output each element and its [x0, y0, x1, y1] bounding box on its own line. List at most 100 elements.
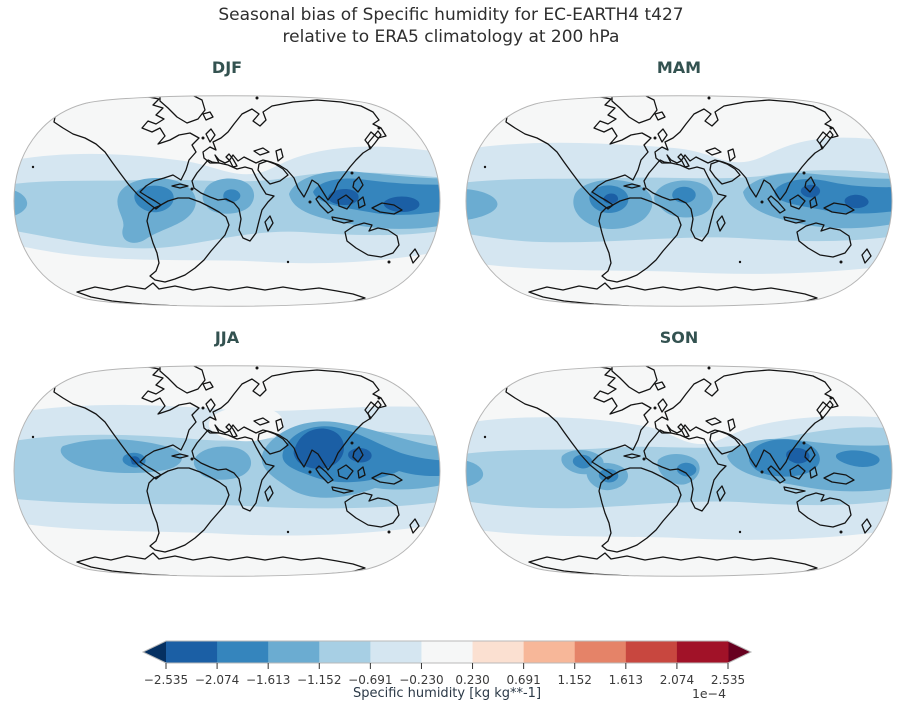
coastline-path	[344, 222, 400, 258]
coastline-path	[861, 518, 872, 534]
coastline-path	[367, 400, 382, 420]
coastline-path	[331, 216, 354, 224]
coastline-path	[804, 446, 816, 463]
island-dot	[839, 260, 843, 264]
coastline-path	[409, 248, 420, 264]
coastline-path	[257, 160, 289, 185]
bias-level-4	[835, 450, 880, 467]
coastline-path	[146, 467, 230, 553]
coastline-path	[657, 398, 668, 413]
island-dot	[707, 96, 711, 100]
bias-level-5	[844, 194, 869, 209]
coastline-path	[705, 147, 722, 156]
coastline-path	[337, 464, 354, 480]
coastline-path	[611, 95, 658, 124]
colorbar-segment-10	[676, 641, 729, 663]
colorbar-tick-label: 2.074	[660, 673, 694, 687]
coastline-path	[275, 148, 284, 162]
coastline-path	[709, 430, 741, 455]
island-dot	[760, 200, 764, 204]
coastline-path	[205, 398, 216, 413]
world-map-son	[465, 365, 893, 577]
figure-title-line1: Seasonal bias of Specific humidity for E…	[218, 5, 684, 25]
globe-border-djf	[13, 95, 441, 307]
coastline-path	[191, 429, 275, 512]
coastline-path	[264, 485, 274, 502]
colorbar-segment-9	[625, 641, 678, 663]
coastline-path	[409, 518, 420, 534]
coastline-path	[716, 215, 726, 232]
coastline-path	[146, 197, 230, 283]
coastline-path	[367, 130, 382, 150]
island-dot	[387, 260, 391, 264]
island-dot	[255, 96, 259, 100]
map-slot-jja	[7, 360, 447, 582]
coastline-path	[505, 365, 652, 480]
colorbar-tick-label: −2.074	[195, 673, 239, 687]
coastline-path	[727, 418, 736, 432]
bias-level-4	[749, 439, 820, 477]
bias-level-4	[7, 194, 11, 215]
bias-level-4	[676, 462, 697, 477]
colorbar-tick-label: 0.691	[506, 673, 540, 687]
island-dot	[707, 366, 711, 370]
coastline-path	[783, 486, 806, 494]
coastline-path	[657, 128, 668, 143]
coastline-path	[275, 418, 284, 432]
coastline-path	[727, 148, 736, 162]
world-map-mam	[465, 95, 899, 307]
coastline-path	[205, 128, 216, 143]
bias-level-4	[572, 454, 593, 469]
coastline-path	[804, 176, 816, 193]
island-dot	[31, 165, 35, 169]
coastline-path	[654, 369, 839, 471]
island-dot	[653, 406, 657, 410]
coastline-path	[809, 466, 818, 479]
colorbar-axis-label: Specific humidity [kg kg**-1]	[352, 686, 542, 701]
panel-title-mam: MAM	[656, 58, 702, 77]
colorbar-segment-2	[268, 641, 320, 663]
coastline-path	[505, 95, 652, 210]
coastline-path	[352, 446, 364, 463]
coastline-path	[357, 466, 366, 479]
bias-level-4	[223, 189, 241, 203]
coastline-path	[783, 216, 806, 224]
island-dot	[377, 126, 381, 130]
coastline-path	[202, 111, 214, 121]
island-dot	[642, 187, 646, 191]
colorbar-segment-4	[370, 641, 422, 663]
coastline-path	[315, 465, 334, 484]
coastline-path	[76, 282, 366, 307]
island-dot	[483, 165, 487, 169]
bias-level-5	[786, 448, 810, 464]
island-dot	[350, 441, 354, 445]
bias-level-4	[598, 468, 619, 483]
coastline-path	[789, 194, 806, 210]
colorbar-tick-label: 2.535	[711, 673, 745, 687]
coastline-path	[796, 492, 852, 528]
bias-level-3	[193, 446, 252, 480]
island-dot	[255, 366, 259, 370]
colorbar-over-arrow	[728, 641, 751, 663]
figure-title: Seasonal bias of Specific humidity for E…	[0, 4, 902, 48]
colorbar-tick-label: 0.230	[455, 673, 489, 687]
bias-level-5	[898, 190, 899, 204]
island-dot	[308, 200, 312, 204]
coastline-path	[202, 99, 387, 201]
colorbar-segment-7	[523, 641, 576, 663]
coastline-path	[789, 464, 806, 480]
coastline-path	[371, 472, 403, 485]
coastline-path	[654, 381, 666, 391]
island-dot	[642, 457, 646, 461]
island-dot	[201, 136, 205, 140]
coastline-path	[709, 160, 741, 185]
globe-border-jja	[13, 365, 441, 577]
coastline-path	[623, 183, 641, 189]
colorbar-segment-3	[319, 641, 371, 663]
coastline-path	[716, 485, 726, 502]
island-dot	[286, 530, 290, 534]
island-dot	[738, 260, 742, 264]
island-dot	[760, 470, 764, 474]
coastline-path	[159, 95, 206, 124]
coastline-path	[171, 183, 189, 189]
